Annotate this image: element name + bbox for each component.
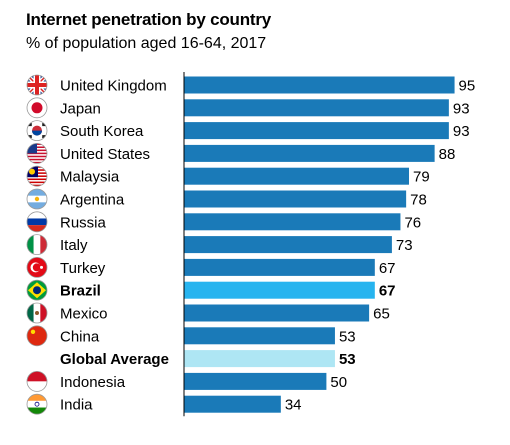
- value-label: 53: [339, 328, 356, 345]
- value-label: 76: [404, 214, 421, 231]
- chart-subtitle: % of population aged 16-64, 2017: [26, 35, 267, 52]
- value-label: 95: [459, 78, 476, 95]
- bar-united-kingdom: [184, 76, 455, 94]
- bar-indonesia: [184, 372, 327, 390]
- japan-flag-icon: [26, 97, 48, 119]
- bar-japan: [184, 99, 449, 117]
- category-label: Global Average: [60, 351, 169, 368]
- us-flag-icon: [26, 142, 48, 164]
- russia-flag-icon: [26, 211, 48, 233]
- turkey-flag-icon: [26, 256, 48, 278]
- bar-italy: [184, 236, 392, 254]
- bar-united-states: [184, 144, 435, 162]
- bar-global-average: [184, 350, 335, 368]
- bar-malaysia: [184, 167, 409, 185]
- category-label: Italy: [60, 237, 88, 254]
- value-label: 73: [396, 237, 413, 254]
- category-label: Indonesia: [60, 374, 126, 391]
- italy-flag-icon: [26, 234, 48, 256]
- category-label: China: [60, 328, 100, 345]
- china-flag-icon: [26, 325, 48, 347]
- india-flag-icon: [26, 393, 48, 415]
- bar-mexico: [184, 304, 370, 322]
- mexico-flag-icon: [26, 302, 48, 324]
- uk-flag-icon: [26, 74, 48, 96]
- brazil-flag-icon: [26, 279, 48, 301]
- category-label: South Korea: [60, 123, 144, 140]
- category-label: Argentina: [60, 192, 125, 209]
- category-label: Mexico: [60, 306, 108, 323]
- value-label: 79: [413, 169, 430, 186]
- category-label: Brazil: [60, 283, 101, 300]
- category-label: Malaysia: [60, 169, 120, 186]
- bar-argentina: [184, 190, 407, 208]
- indonesia-flag-icon: [26, 370, 48, 392]
- value-label: 67: [379, 260, 396, 277]
- category-label: United States: [60, 146, 150, 163]
- value-label: 93: [453, 123, 470, 140]
- malaysia-flag-icon: [26, 165, 48, 187]
- bar-brazil: [184, 281, 375, 299]
- value-label: 65: [373, 306, 390, 323]
- bar-russia: [184, 213, 401, 231]
- value-label: 34: [285, 397, 302, 414]
- value-label: 50: [330, 374, 347, 391]
- chart-title: Internet penetration by country: [26, 10, 272, 29]
- bar-india: [184, 395, 281, 413]
- value-label: 88: [439, 146, 456, 163]
- category-label: Turkey: [60, 260, 106, 277]
- category-label: India: [60, 397, 93, 414]
- category-label: United Kingdom: [60, 78, 167, 95]
- bar-china: [184, 327, 335, 345]
- value-label: 93: [453, 100, 470, 117]
- value-label: 67: [379, 283, 396, 300]
- value-label: 78: [410, 192, 427, 209]
- category-label: Japan: [60, 100, 101, 117]
- bar-south-korea: [184, 122, 449, 140]
- south-korea-flag-icon: [26, 120, 48, 142]
- category-label: Russia: [60, 214, 107, 231]
- bar-turkey: [184, 258, 375, 276]
- value-label: 53: [339, 351, 356, 368]
- argentina-flag-icon: [26, 188, 48, 210]
